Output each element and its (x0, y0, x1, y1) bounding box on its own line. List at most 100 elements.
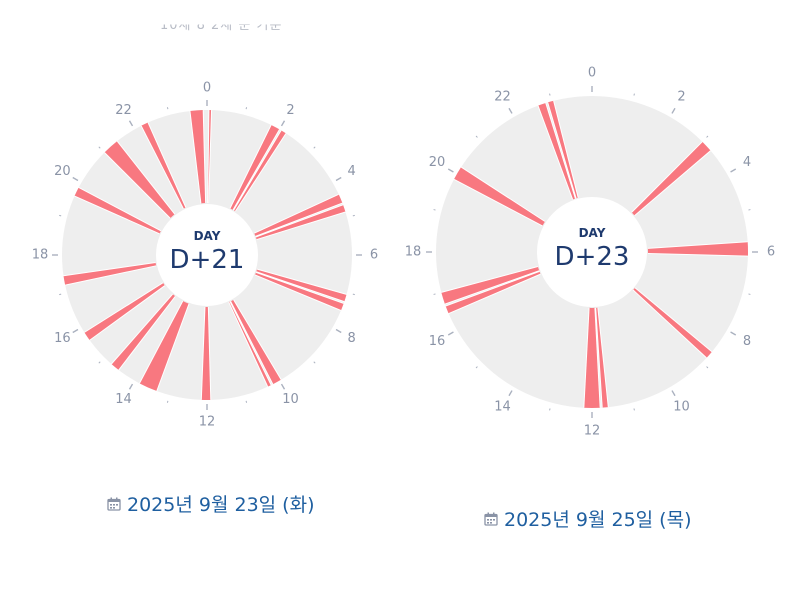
wedge-edge-1-4-0 (254, 193, 339, 234)
wedge-edge-1-11-1 (139, 300, 184, 384)
session-wedge-1-15 (74, 187, 161, 234)
wedge-edge-2-4-1 (632, 289, 707, 359)
tick-1-22 (128, 120, 134, 127)
wedge-edge-2-2-0 (631, 141, 703, 213)
wedge-edge-1-13-0 (89, 285, 166, 341)
wedge-edge-1-0-0 (189, 110, 202, 204)
wedge-edge-2-0-0 (537, 105, 574, 200)
clock-chart-d21: 0 2 4 6 8 10 12 14 16 18 20 22 DAY D+21 (0, 60, 400, 460)
clock-center (156, 204, 258, 306)
session-wedge-1-6 (256, 269, 347, 302)
tick-1-16 (72, 328, 79, 334)
tick-1-19 (59, 214, 62, 217)
tick-1-7 (352, 293, 355, 296)
session-wedge-2-5 (595, 307, 609, 408)
clock-chart-d23: 0 2 4 6 8 10 12 14 16 18 20 22 DAY D+23 (400, 50, 800, 470)
center-day-count: D+21 (170, 245, 245, 275)
center-day-label: DAY (579, 226, 606, 240)
tick-1-14 (128, 383, 134, 390)
wedge-edge-1-1-1 (208, 110, 213, 204)
wedge-edge-1-13-1 (84, 282, 164, 333)
top-partial-text: 10세 8 2세 문 기분 (160, 18, 283, 33)
wedge-edge-1-8-0 (233, 299, 282, 380)
hour-label-2-18: 18 (405, 245, 422, 260)
hour-label-1-0: 0 (203, 81, 211, 96)
tick-1-10 (280, 383, 286, 390)
tick-1-17 (59, 293, 62, 296)
center-day-count: D+23 (555, 242, 630, 272)
wedge-edge-2-1-1 (553, 100, 579, 198)
tick-1-4 (335, 176, 342, 182)
wedge-edge-2-5-0 (597, 307, 609, 408)
hour-label-1-6: 6 (370, 248, 378, 263)
tick-1-20 (72, 176, 79, 182)
wedge-edge-1-15-1 (78, 187, 162, 232)
wedge-edge-2-3-1 (647, 252, 748, 257)
tick-1-23 (166, 107, 169, 110)
wedge-edge-1-2-0 (229, 124, 272, 209)
date-caption-1[interactable]: 2025년 9월 23일 (화) (107, 490, 314, 517)
tick-2-3 (706, 135, 709, 138)
tick-2-19 (433, 209, 436, 211)
tick-1-11 (245, 400, 248, 403)
tick-1-8 (335, 328, 342, 334)
date-caption-2[interactable]: 2025년 9월 25일 (목) (484, 505, 691, 532)
wedge-edge-2-6-0 (594, 307, 601, 408)
wedge-edge-2-7-1 (445, 270, 540, 307)
clock-chart-svg-2: 0 2 4 6 8 10 12 14 16 18 20 22 DAY D+23 (405, 66, 775, 439)
hour-label-2-0: 0 (588, 66, 596, 81)
hour-label-2-10: 10 (673, 400, 690, 415)
hour-label-1-16: 16 (54, 331, 71, 346)
hour-label-2-20: 20 (429, 155, 446, 170)
wedge-edge-1-4-1 (255, 202, 343, 237)
tick-2-20 (447, 168, 454, 173)
tick-2-14 (508, 390, 513, 397)
date-caption-text: 2025년 9월 23일 (화) (127, 494, 315, 516)
tick-2-9 (706, 366, 709, 369)
hour-label-1-22: 22 (115, 103, 132, 118)
session-wedge-1-10 (201, 306, 211, 400)
tick-2-15 (475, 366, 478, 369)
session-wedge-1-0 (189, 110, 206, 204)
calendar-icon (484, 512, 498, 526)
wedge-edge-1-14-0 (65, 265, 157, 286)
wedge-edge-1-9-1 (228, 302, 269, 387)
tick-2-13 (549, 408, 551, 411)
wedge-edge-2-1-0 (547, 102, 577, 199)
tick-2-16 (447, 331, 454, 336)
session-wedge-2-2 (631, 141, 711, 216)
hour-label-2-12: 12 (584, 424, 601, 439)
session-wedge-1-17 (141, 122, 186, 209)
session-wedge-2-0 (538, 103, 576, 200)
wedge-edge-2-4-0 (634, 287, 713, 353)
wedge-edge-1-17-0 (140, 125, 184, 209)
hour-label-2-22: 22 (494, 89, 511, 104)
wedge-edge-2-9-1 (460, 166, 546, 222)
wedge-edge-1-5-0 (255, 204, 344, 238)
tick-2-23 (549, 93, 551, 96)
tick-2-2 (671, 107, 676, 114)
wedge-edge-2-6-1 (583, 307, 590, 408)
session-wedge-1-16 (104, 141, 175, 219)
wedge-edge-1-16-0 (104, 152, 171, 219)
session-wedge-1-7 (255, 272, 344, 311)
tick-1-3 (313, 146, 316, 149)
tick-2-10 (671, 390, 676, 397)
hour-label-2-16: 16 (429, 334, 446, 349)
hour-label-2-4: 4 (743, 155, 751, 170)
session-wedge-2-1 (547, 100, 579, 199)
tick-1-15 (98, 361, 101, 364)
tick-2-1 (633, 93, 635, 96)
session-wedge-1-8 (230, 299, 282, 385)
wedge-edge-2-2-1 (634, 150, 711, 217)
wedge-edge-1-11-0 (156, 303, 190, 392)
wedge-edge-1-3-1 (234, 133, 287, 212)
session-wedge-1-5 (255, 204, 346, 240)
date-caption-text: 2025년 9월 25일 (목) (504, 509, 692, 531)
wedge-edge-1-2-1 (232, 129, 280, 211)
hour-label-1-20: 20 (54, 164, 71, 179)
tick-1-2 (280, 120, 286, 127)
wedge-edge-2-9-0 (453, 178, 543, 227)
wedge-edge-2-8-0 (444, 270, 540, 305)
tick-2-4 (730, 168, 737, 173)
